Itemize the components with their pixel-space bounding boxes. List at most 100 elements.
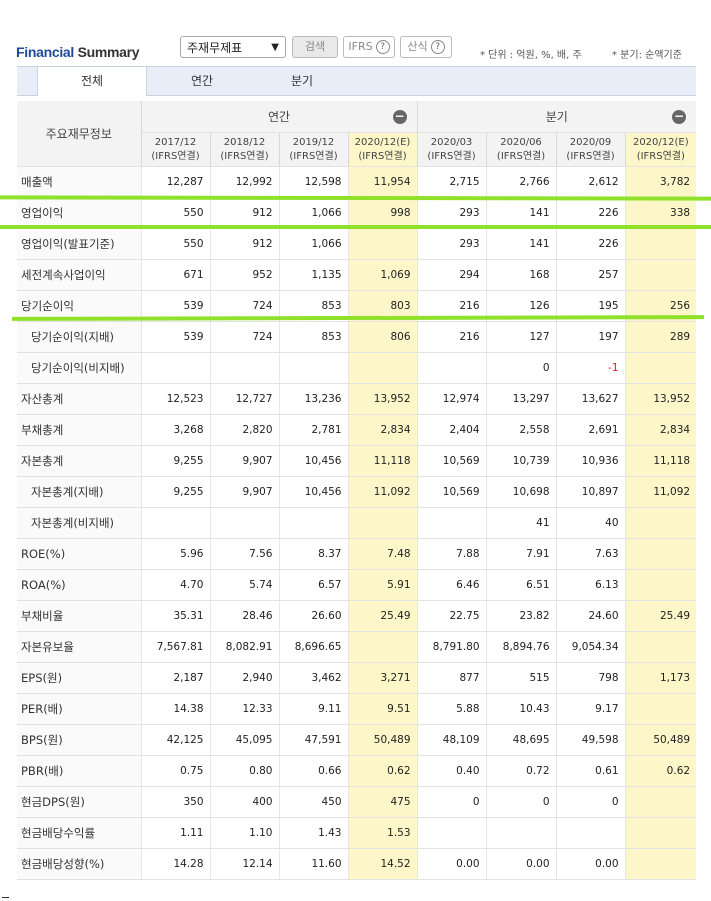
table-cell: 6.57 (278, 569, 348, 601)
table-cell: 6.13 (555, 569, 626, 601)
table-cell: 338 (624, 197, 697, 229)
tab-all[interactable]: 전체 (37, 66, 147, 96)
table-cell: 550 (140, 228, 210, 260)
row-label[interactable]: 현금DPS(원) (17, 786, 141, 818)
row-label[interactable]: PBR(배) (17, 755, 141, 787)
table-cell: 5.88 (416, 693, 487, 725)
collapse-icon[interactable]: − (672, 109, 687, 124)
collapse-icon[interactable]: − (392, 109, 407, 124)
row-label[interactable]: 자본총계(지배) (17, 476, 141, 508)
table-row: ROA(%) 4.70 5.74 6.57 5.91 6.46 6.51 6.13 (17, 569, 697, 601)
table-cell: 48,109 (416, 724, 487, 756)
table-cell: 10,739 (485, 445, 557, 477)
table-cell (624, 259, 697, 291)
row-label[interactable]: ROA(%) (17, 569, 141, 601)
table-cell: 671 (140, 259, 210, 291)
table-cell: 2,691 (555, 414, 626, 446)
table-row: 자본총계(지배) 9,255 9,907 10,456 11,092 10,569 10,6… (17, 476, 697, 508)
group-header-quarter: 분기 − (416, 101, 697, 133)
table-cell: 11,118 (347, 445, 418, 477)
table-cell: 13,627 (555, 383, 626, 415)
table-cell: 1.11 (140, 817, 210, 849)
table-cell (624, 569, 697, 601)
table-cell (624, 507, 697, 539)
table-cell: 13,297 (485, 383, 557, 415)
table-cell: 48,695 (485, 724, 557, 756)
table-cell (209, 352, 279, 384)
table-row: 영업이익 550 912 1,066 998 293 141 226 338 (17, 197, 697, 229)
row-label[interactable]: PER(배) (17, 693, 141, 725)
table-cell: 226 (555, 197, 626, 229)
table-cell: 12,992 (209, 166, 279, 198)
table-cell: 3,782 (624, 166, 697, 198)
formula-label: 산식 (407, 40, 428, 53)
table-cell: 7.48 (347, 538, 418, 570)
table-cell: 2,612 (555, 166, 626, 198)
table-cell: 35.31 (140, 600, 210, 632)
row-label[interactable]: 자본총계 (17, 445, 141, 477)
table-cell: 1.10 (209, 817, 279, 849)
formula-button[interactable]: 산식? (400, 36, 452, 58)
table-cell: 400 (209, 786, 279, 818)
table-row: 당기순이익(비지배) 0 -1 (17, 352, 697, 384)
table-cell: 12.14 (209, 848, 279, 880)
corner-label: 주요재무정보 (17, 101, 141, 167)
table-row: BPS(원) 42,125 45,095 47,591 50,489 48,109 48,6… (17, 724, 697, 756)
row-label[interactable]: 자본총계(비지배) (17, 507, 141, 539)
statement-select[interactable]: 주재무제표 ▼ (180, 36, 286, 58)
table-cell: 197 (555, 321, 626, 353)
column-period: 2020/09 (569, 136, 612, 148)
table-cell (278, 352, 348, 384)
row-label[interactable]: 부채비율 (17, 600, 141, 632)
table-cell: 0.80 (209, 755, 279, 787)
table-cell: 350 (140, 786, 210, 818)
table-cell: 13,952 (624, 383, 697, 415)
row-label[interactable]: BPS(원) (17, 724, 141, 756)
row-label[interactable]: 당기순이익(지배) (17, 321, 141, 353)
table-cell: 10,456 (278, 445, 348, 477)
row-label[interactable]: 매출액 (17, 166, 141, 198)
divider (2, 897, 9, 898)
row-label[interactable]: EPS(원) (17, 662, 141, 694)
table-cell: 289 (624, 321, 697, 353)
tab-annual[interactable]: 연간 (190, 74, 214, 88)
table-cell: 13,952 (347, 383, 418, 415)
table-cell (624, 848, 697, 880)
column-basis: (IFRS연결) (566, 150, 615, 162)
table-cell: 0.40 (416, 755, 487, 787)
table-cell: 293 (416, 197, 487, 229)
row-label[interactable]: 세전계속사업이익 (17, 259, 141, 291)
row-label[interactable]: 현금배당성향(%) (17, 848, 141, 880)
table-cell: 10,936 (555, 445, 626, 477)
table-cell (347, 507, 418, 539)
table-row: 현금DPS(원) 350 400 450 475 0 0 0 (17, 786, 697, 818)
table-cell: 10,569 (416, 476, 487, 508)
row-label[interactable]: 자본유보율 (17, 631, 141, 663)
row-label[interactable]: 현금배당수익률 (17, 817, 141, 849)
table-row: PBR(배) 0.75 0.80 0.66 0.62 0.40 0.72 0.61 0.62 (17, 755, 697, 787)
table-row: EPS(원) 2,187 2,940 3,462 3,271 877 515 798 1,173 (17, 662, 697, 694)
table-cell: 141 (485, 228, 557, 260)
table-cell: 0.72 (485, 755, 557, 787)
table-row: PER(배) 14.38 12.33 9.11 9.51 5.88 10.43 9.17 (17, 693, 697, 725)
row-label[interactable]: 당기순이익(비지배) (17, 352, 141, 384)
tab-quarter[interactable]: 분기 (290, 74, 314, 88)
column-period: 2020/06 (500, 136, 542, 148)
table-cell: 12.33 (209, 693, 279, 725)
column-header: 2020/09 (IFRS연결) (555, 132, 626, 167)
row-label[interactable]: ROE(%) (17, 538, 141, 570)
table-cell: 41 (485, 507, 557, 539)
table-cell: 11,118 (624, 445, 697, 477)
row-label[interactable]: 자산총계 (17, 383, 141, 415)
row-label[interactable]: 부채총계 (17, 414, 141, 446)
table-cell (624, 538, 697, 570)
table-cell: 2,404 (416, 414, 487, 446)
row-label[interactable]: 영업이익 (17, 197, 141, 229)
column-basis: (IFRS연결) (358, 150, 407, 162)
chevron-down-icon: ▼ (271, 42, 279, 53)
search-button[interactable]: 검색 (292, 36, 338, 58)
row-label[interactable]: 영업이익(발표기준) (17, 228, 141, 260)
ifrs-button[interactable]: IFRS? (343, 36, 395, 58)
table-cell (140, 352, 210, 384)
table-row: 자본총계 9,255 9,907 10,456 11,118 10,569 10,739 10… (17, 445, 697, 477)
